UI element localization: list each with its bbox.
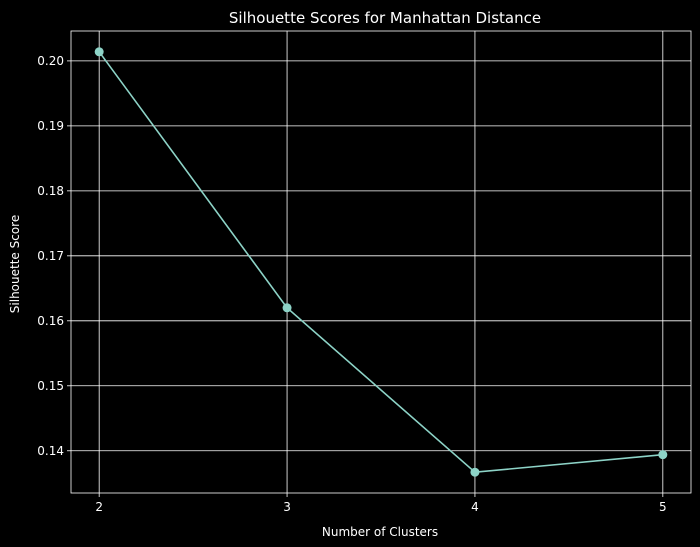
y-tick-label: 0.20 (37, 54, 64, 68)
y-tick-label: 0.16 (37, 314, 64, 328)
grid-lines (71, 31, 691, 493)
y-tick-label: 0.15 (37, 379, 64, 393)
data-point (282, 303, 292, 313)
x-axis-label: Number of Clusters (322, 525, 438, 539)
x-axis-ticks: 2 3 4 5 (95, 493, 667, 514)
y-axis-label: Silhouette Score (8, 215, 22, 313)
series-layer (94, 47, 668, 477)
series-line (98, 51, 663, 474)
x-tick-label: 5 (659, 500, 667, 514)
plot-frame (70, 30, 692, 494)
data-point (470, 467, 480, 477)
y-tick-label: 0.19 (37, 119, 64, 133)
x-tick-label: 4 (471, 500, 479, 514)
data-point (94, 47, 104, 57)
y-axis-ticks: 0.14 0.15 0.16 0.17 0.18 0.19 0.20 (37, 54, 71, 458)
x-tick-label: 2 (95, 500, 103, 514)
chart-title: Silhouette Scores for Manhattan Distance (229, 9, 541, 27)
y-tick-label: 0.14 (37, 444, 64, 458)
y-tick-label: 0.17 (37, 249, 64, 263)
x-tick-label: 3 (283, 500, 291, 514)
data-point (658, 450, 668, 460)
plot-area (71, 31, 691, 493)
y-tick-label: 0.18 (37, 184, 64, 198)
